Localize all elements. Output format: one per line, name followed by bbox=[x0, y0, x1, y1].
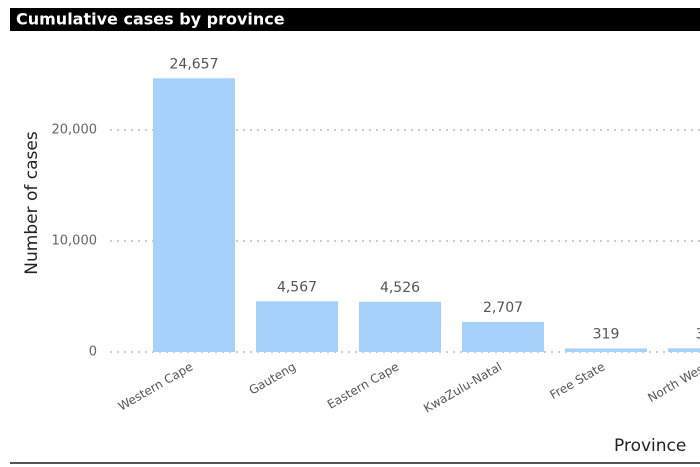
x-tick-label: Gauteng bbox=[247, 360, 299, 398]
value-label: 319 bbox=[593, 326, 620, 342]
chart-title: Cumulative cases by province bbox=[16, 10, 285, 29]
bar bbox=[359, 301, 441, 352]
value-label: 2,707 bbox=[483, 300, 523, 316]
bar bbox=[565, 348, 647, 352]
bar bbox=[153, 78, 235, 352]
x-tick-label: Free State bbox=[547, 360, 607, 403]
x-axis-title: Province bbox=[614, 436, 686, 456]
y-tick-label: 0 bbox=[89, 345, 97, 360]
x-tick-label: Eastern Cape bbox=[325, 360, 401, 412]
y-axis-title: Number of cases bbox=[22, 131, 42, 275]
bar bbox=[462, 321, 544, 352]
value-label: 4,526 bbox=[380, 280, 420, 296]
y-tick-label: 20,000 bbox=[52, 123, 98, 138]
x-tick-label: Western Cape bbox=[116, 360, 196, 414]
value-label: 330 bbox=[696, 326, 700, 342]
bar bbox=[668, 348, 700, 352]
value-label: 24,657 bbox=[170, 56, 219, 72]
title-bar bbox=[10, 8, 700, 31]
value-label: 4,567 bbox=[277, 279, 317, 295]
x-tick-label: KwaZulu-Natal bbox=[421, 360, 504, 416]
bar bbox=[256, 301, 338, 352]
y-tick-label: 10,000 bbox=[52, 234, 98, 249]
x-tick-label: North West bbox=[645, 359, 700, 405]
